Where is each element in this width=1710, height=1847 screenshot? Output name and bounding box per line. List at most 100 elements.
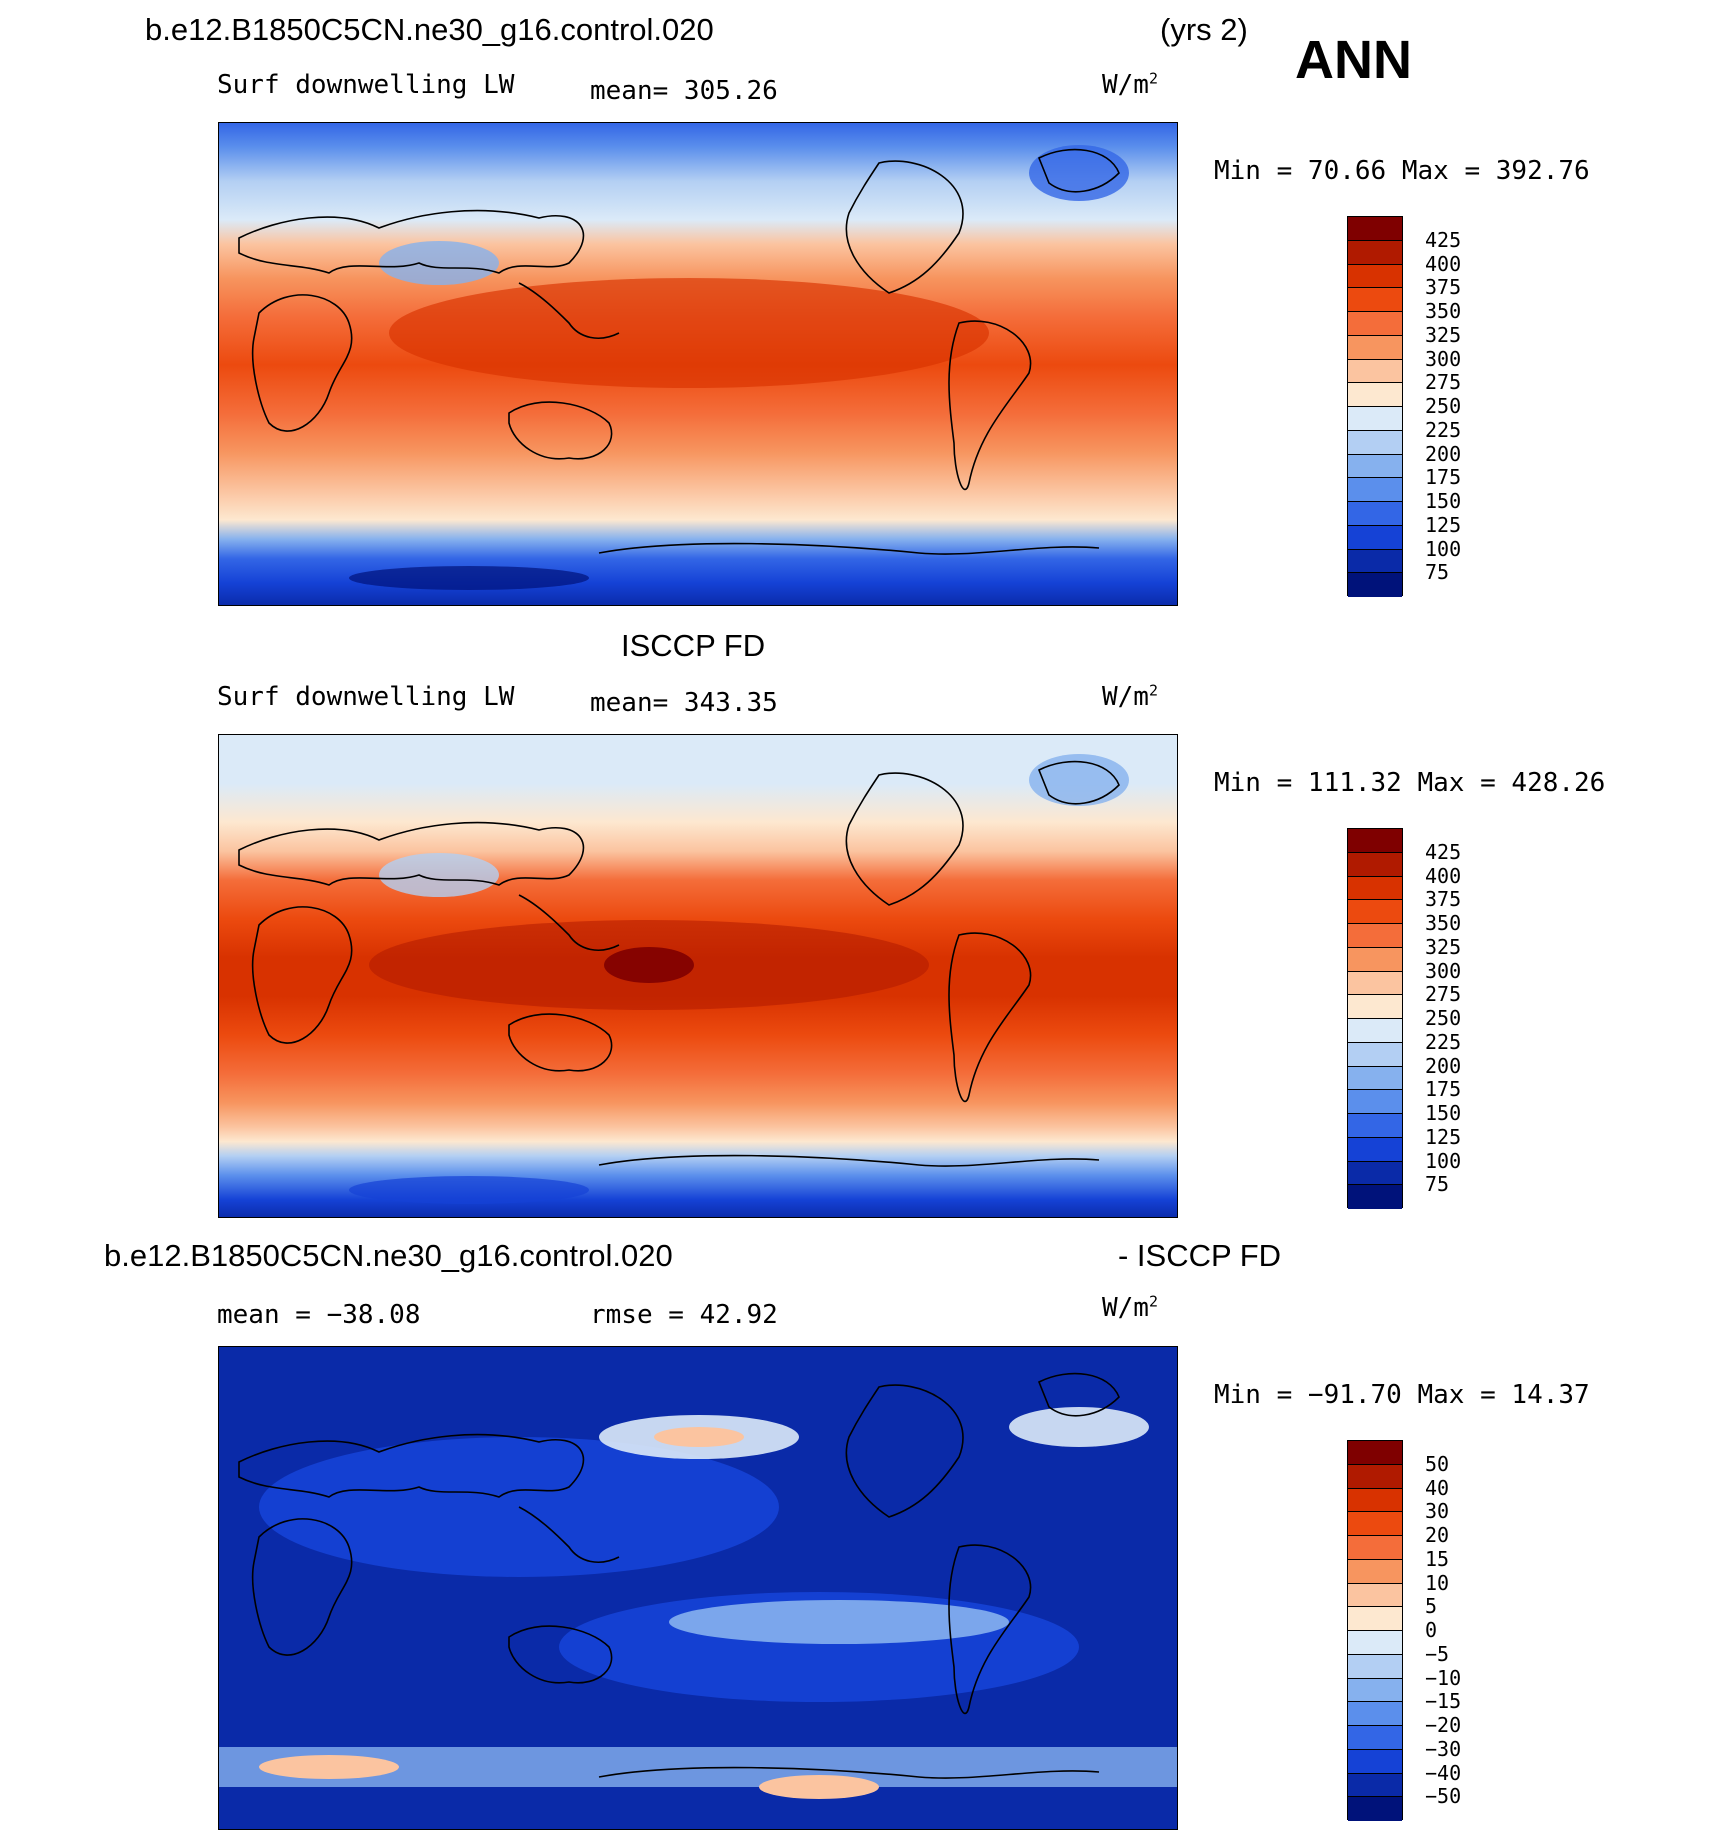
panel3-mean: mean = −38.08: [217, 1300, 421, 1330]
colorbar-tick-label: 275: [1425, 982, 1462, 1007]
colorbar-panel1: [1347, 216, 1403, 597]
colorbar-swatch: [1348, 1702, 1402, 1726]
colorbar-tick-label: −40: [1425, 1760, 1462, 1785]
colorbar-tick-label: 15: [1425, 1546, 1450, 1571]
colorbar-swatch: [1348, 1749, 1402, 1774]
colorbar-tick-label: 400: [1425, 863, 1462, 888]
colorbar-tick-label: 125: [1425, 1124, 1462, 1149]
colorbar-swatch: [1348, 383, 1402, 407]
colorbar-tick-label: 300: [1425, 958, 1462, 983]
colorbar-tick-label: 225: [1425, 1029, 1462, 1054]
colorbar-tick-label: 250: [1425, 1006, 1462, 1030]
years-label: (yrs 2): [1160, 12, 1248, 47]
colorbar-tick-label: 100: [1425, 1148, 1462, 1173]
coastlines: [238, 760, 1120, 1167]
colorbar-swatch: [1348, 478, 1402, 502]
colorbar-swatch: [1348, 1654, 1402, 1679]
diff-npac-warm: [654, 1427, 744, 1447]
colorbar-tick-label: 175: [1425, 465, 1462, 490]
obs-maritime-max: [604, 947, 694, 983]
colorbar-tick-label: 40: [1425, 1475, 1450, 1500]
colorbar-swatch: [1348, 852, 1402, 877]
diff-so-warm2: [759, 1775, 879, 1799]
colorbar-swatch: [1348, 1114, 1402, 1138]
season-label: ANN: [1295, 30, 1412, 90]
obs-map: [218, 734, 1178, 1218]
obs-tibet-cold: [379, 853, 499, 897]
colorbar-tick-label: 150: [1425, 1101, 1462, 1125]
colorbar-swatch: [1348, 1583, 1402, 1608]
panel2-dataset-title: ISCCP FD: [621, 628, 766, 663]
colorbar-swatch: [1348, 1607, 1402, 1631]
colorbar-swatch: [1348, 829, 1402, 853]
colorbar-tick-label: 375: [1425, 275, 1462, 300]
colorbar-tick-label: 200: [1425, 1053, 1462, 1078]
colorbar-swatch: [1348, 549, 1402, 574]
diff-spcz: [669, 1600, 1009, 1644]
colorbar-swatch: [1348, 1678, 1402, 1703]
model-map-svg: [219, 123, 1177, 605]
colorbar-tick-label: 20: [1425, 1523, 1450, 1547]
colorbar-swatch: [1348, 900, 1402, 924]
colorbar-swatch: [1348, 1559, 1402, 1584]
colorbar-swatch: [1348, 573, 1402, 597]
colorbar-swatch: [1348, 1066, 1402, 1091]
obs-antarctic-cold: [349, 1176, 589, 1204]
diff-title-right: - ISCCP FD: [1118, 1238, 1282, 1273]
colorbar-swatch: [1348, 947, 1402, 972]
colorbar-tick-label: 150: [1425, 489, 1462, 513]
colorbar-swatch: [1348, 1797, 1402, 1821]
colorbar-swatch: [1348, 924, 1402, 948]
obs-greenland-cold: [1029, 754, 1129, 806]
colorbar-tick-label: 325: [1425, 322, 1462, 347]
colorbar-swatch: [1348, 1090, 1402, 1114]
coastlines: [238, 1372, 1120, 1779]
colorbar-tick-label: −15: [1425, 1689, 1462, 1714]
colorbar-swatch: [1348, 359, 1402, 384]
case-title: b.e12.B1850C5CN.ne30_g16.control.020: [145, 12, 714, 47]
colorbar-tick-label: 75: [1425, 560, 1450, 585]
colorbar-tick-label: 350: [1425, 299, 1462, 323]
diff-map: [218, 1346, 1178, 1830]
colorbar-swatch: [1348, 1536, 1402, 1560]
panel1-units: W/m2: [1102, 69, 1158, 100]
colorbar-swatch: [1348, 217, 1402, 241]
colorbar-tick-label: −10: [1425, 1665, 1462, 1690]
panel3-units: W/m2: [1102, 1292, 1158, 1323]
colorbar-tick-label: 200: [1425, 441, 1462, 466]
colorbar-swatch: [1348, 1464, 1402, 1489]
colorbar-panel3: [1347, 1440, 1403, 1821]
colorbar-tick-label: 100: [1425, 536, 1462, 561]
colorbar-swatch: [1348, 312, 1402, 336]
colorbar-tick-label: 250: [1425, 394, 1462, 418]
colorbar-tick-label: 400: [1425, 251, 1462, 276]
colorbar-tick-label: 225: [1425, 417, 1462, 442]
colorbar-swatch: [1348, 1631, 1402, 1655]
model-antarctic-cold: [349, 566, 589, 590]
colorbar-tick-label: 375: [1425, 887, 1462, 912]
colorbar-swatch: [1348, 1488, 1402, 1513]
coastlines: [238, 148, 1120, 555]
model-warm-pool: [389, 278, 989, 388]
model-greenland-cold: [1029, 145, 1129, 201]
colorbar-swatch: [1348, 1137, 1402, 1162]
colorbar-tick-label: 125: [1425, 512, 1462, 537]
colorbar-tick-label: −50: [1425, 1784, 1462, 1809]
model-map: [218, 122, 1178, 606]
colorbar-tick-label: 175: [1425, 1077, 1462, 1102]
colorbar-tick-label: 425: [1425, 227, 1462, 252]
colorbar-swatch: [1348, 525, 1402, 550]
colorbar-swatch: [1348, 1512, 1402, 1536]
model-tibet-cold: [379, 241, 499, 285]
colorbar-tick-label: 350: [1425, 911, 1462, 935]
panel2-variable: Surf downwelling LW: [217, 682, 515, 712]
panel1-minmax: Min = 70.66 Max = 392.76: [1214, 156, 1590, 186]
colorbar-swatch: [1348, 407, 1402, 431]
colorbar-tick-label: 5: [1425, 1594, 1438, 1619]
colorbar-tick-label: 275: [1425, 370, 1462, 395]
colorbar-tick-label: 0: [1425, 1618, 1438, 1642]
colorbar-swatch: [1348, 1773, 1402, 1798]
colorbar-tick-label: 10: [1425, 1570, 1450, 1595]
colorbar-swatch: [1348, 1441, 1402, 1465]
colorbar-swatch: [1348, 240, 1402, 265]
